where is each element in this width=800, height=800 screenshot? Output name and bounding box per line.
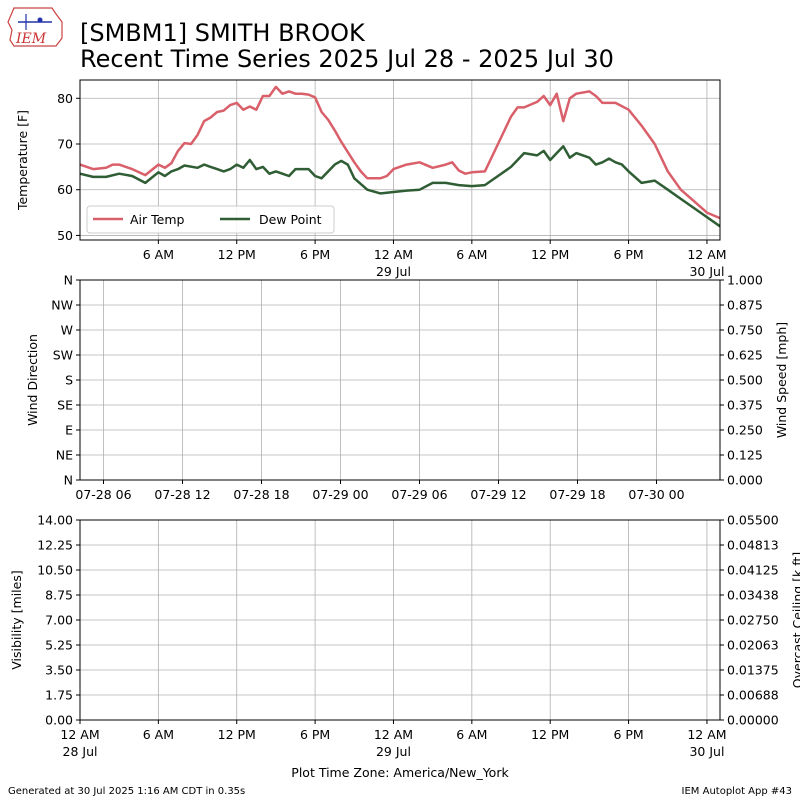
- wind-speed-tick-label: 0.875: [727, 298, 763, 313]
- visibility-axis-label: Visibility [miles]: [9, 570, 24, 669]
- wind-direction-tick-label: SE: [57, 398, 73, 413]
- wind-speed-tick-label: 0.125: [727, 448, 763, 463]
- temperature-tick-label-x: 12 AM: [687, 247, 726, 262]
- temperature-tick-label-x: 6 PM: [300, 247, 330, 262]
- visibility-tick-label: 14.00: [37, 513, 73, 528]
- visibility-tick-label: 12.25: [37, 538, 73, 553]
- wind-tick-label-x: 07-30 00: [628, 487, 684, 502]
- temperature-tick-label-x: 12 PM: [531, 247, 569, 262]
- temperature-tick-sublabel-x: 30 Jul: [689, 264, 724, 279]
- temperature-tick-label-y: 50: [57, 228, 73, 243]
- temperature-tick-sublabel-x: 29 Jul: [376, 264, 411, 279]
- visibility-tick-label-x: 6 PM: [300, 727, 330, 742]
- wind-panel: N 1.000 NW 0.875 W 0.750 SW 0.625 S 0.500 SE 0.375 E…: [25, 273, 789, 503]
- wind-direction-tick-label: N: [64, 273, 73, 288]
- wind-direction-tick-label: NE: [56, 448, 73, 463]
- ceiling-tick-label: 0.03438: [727, 588, 779, 603]
- ceiling-tick-label: 0.05500: [727, 513, 779, 528]
- visibility-tick-label-x: 6 AM: [456, 727, 487, 742]
- ceiling-tick-label: 0.00688: [727, 688, 779, 703]
- ceiling-tick-label: 0.01375: [727, 663, 779, 678]
- visibility-tick-label: 0.00: [45, 713, 73, 728]
- ceiling-tick-label: 0.04813: [727, 538, 779, 553]
- title-line-1: [SMBM1] SMITH BROOK: [80, 19, 366, 47]
- visibility-tick-label: 1.75: [45, 688, 73, 703]
- wind-tick-label-x: 07-29 06: [391, 487, 447, 502]
- temperature-tick-label-x: 12 AM: [374, 247, 413, 262]
- wind-speed-tick-label: 0.500: [727, 373, 763, 388]
- wind-tick-label-x: 07-29 12: [470, 487, 526, 502]
- footer-app: IEM Autoplot App #43: [682, 786, 792, 797]
- wind-direction-axis-label: Wind Direction: [25, 334, 40, 426]
- temperature-tick-label-x: 6 AM: [143, 247, 174, 262]
- wind-direction-tick-label: NW: [51, 298, 73, 313]
- visibility-tick-label-x: 12 AM: [60, 727, 99, 742]
- temperature-legend: Air Temp Dew Point: [86, 205, 335, 234]
- temperature-tick-label-y: 60: [57, 182, 73, 197]
- wind-tick-label-x: 07-28 12: [154, 487, 210, 502]
- visibility-tick-sublabel-x: 30 Jul: [689, 744, 724, 759]
- temperature-tick-label-y: 80: [57, 91, 73, 106]
- wind-speed-tick-label: 1.000: [727, 273, 763, 288]
- wind-direction-tick-label: W: [61, 323, 73, 338]
- ceiling-tick-label: 0.02063: [727, 638, 779, 653]
- visibility-tick-label-x: 12 PM: [531, 727, 569, 742]
- visibility-tick-label: 3.50: [45, 663, 73, 678]
- visibility-panel: 14.00 0.05500 12.25 0.04813 10.50 0.04125 8.75…: [9, 513, 800, 781]
- title-line-2: Recent Time Series 2025 Jul 28 - 2025 Ju…: [80, 45, 614, 73]
- legend-label-dew-point: Dew Point: [259, 212, 322, 227]
- air-temp-line: [79, 85, 721, 220]
- visibility-tick-label: 5.25: [45, 638, 73, 653]
- legend-label-air-temp: Air Temp: [130, 212, 185, 227]
- visibility-tick-label: 8.75: [45, 588, 73, 603]
- wind-direction-tick-label: SW: [53, 348, 73, 363]
- footer-generated: Generated at 30 Jul 2025 1:16 AM CDT in …: [8, 786, 245, 797]
- wind-tick-label-x: 07-29 18: [549, 487, 605, 502]
- wind-speed-axis-label: Wind Speed [mph]: [774, 322, 789, 438]
- visibility-tick-label-x: 12 AM: [687, 727, 726, 742]
- temperature-tick-label-x: 6 PM: [613, 247, 643, 262]
- wind-speed-tick-label: 0.000: [727, 473, 763, 488]
- time-zone-axis-label: Plot Time Zone: America/New_York: [291, 765, 509, 780]
- visibility-tick-label-x: 12 AM: [374, 727, 413, 742]
- ceiling-axis-label: Overcast Ceiling [k ft]: [790, 552, 800, 688]
- iem-logo: IEM: [7, 7, 63, 47]
- temperature-tick-label-y: 70: [57, 137, 73, 152]
- wind-direction-tick-label: N: [64, 473, 73, 488]
- visibility-tick-label-x: 12 PM: [218, 727, 256, 742]
- temperature-tick-label-x: 6 AM: [456, 247, 487, 262]
- wind-speed-tick-label: 0.625: [727, 348, 763, 363]
- logo-text: IEM: [15, 31, 47, 47]
- visibility-tick-sublabel-x: 28 Jul: [63, 744, 98, 759]
- dew-point-line: [79, 145, 721, 228]
- temperature-axis-label: Temperature [F]: [15, 110, 30, 211]
- temperature-plot-frame: [79, 79, 721, 241]
- visibility-tick-label: 7.00: [45, 613, 73, 628]
- ceiling-tick-label: 0.02750: [727, 613, 779, 628]
- wind-tick-label-x: 07-28 18: [233, 487, 289, 502]
- visibility-tick-sublabel-x: 29 Jul: [376, 744, 411, 759]
- visibility-tick-label-x: 6 AM: [143, 727, 174, 742]
- ceiling-tick-label: 0.00000: [727, 713, 779, 728]
- wind-speed-tick-label: 0.250: [727, 423, 763, 438]
- visibility-tick-label-x: 6 PM: [613, 727, 643, 742]
- wind-direction-tick-label: E: [65, 423, 73, 438]
- visibility-tick-label: 10.50: [37, 563, 73, 578]
- wind-tick-label-x: 07-28 06: [75, 487, 131, 502]
- wind-speed-tick-label: 0.375: [727, 398, 763, 413]
- ceiling-tick-label: 0.04125: [727, 563, 779, 578]
- wind-speed-tick-label: 0.750: [727, 323, 763, 338]
- temperature-tick-label-x: 12 PM: [218, 247, 256, 262]
- wind-direction-tick-label: S: [65, 373, 73, 388]
- temperature-panel: 50 60 70 80 6 AM 12 PM 6 PM 12 AM 29 Jul 6 AM 12 …: [15, 79, 727, 279]
- wind-tick-label-x: 07-29 00: [312, 487, 368, 502]
